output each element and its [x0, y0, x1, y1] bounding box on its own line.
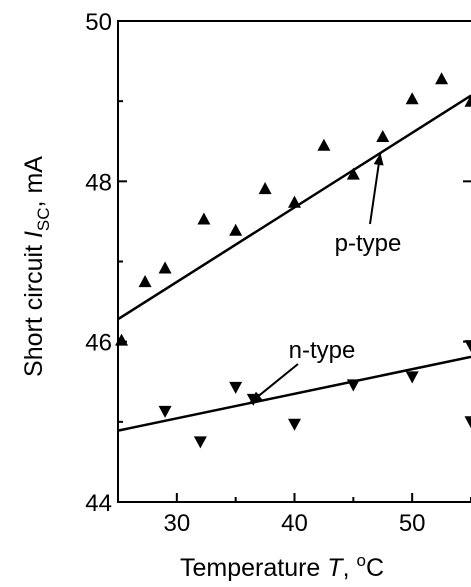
n-type-marker — [346, 379, 360, 392]
p-type-marker — [288, 195, 301, 208]
y-tick-label: 50 — [85, 9, 112, 36]
p-type-marker — [346, 167, 360, 180]
x-axis-label-main: Temperature — [180, 554, 327, 582]
x-tick-label: 30 — [163, 510, 190, 537]
p-type-marker — [376, 129, 390, 142]
n-type-arrowhead — [249, 391, 263, 404]
y-axis-label-main: Short circuit — [20, 238, 48, 377]
n-type-marker — [405, 371, 419, 384]
n-type-marker — [288, 418, 301, 431]
p-type-marker — [158, 261, 172, 274]
y-axis-label-subscript: SC — [34, 207, 53, 231]
x-axis-label: Temperature T, oC — [180, 551, 384, 582]
y-axis-label: Short circuit ISC, mA — [20, 156, 53, 377]
p-type-marker — [115, 333, 129, 346]
y-axis-label-unit: , mA — [20, 156, 48, 208]
x-tick-label: 50 — [399, 510, 426, 537]
axis-ticks — [118, 20, 471, 503]
x-axis-label-separator: , — [343, 554, 357, 582]
p-type-marker — [464, 94, 471, 107]
n-type-marker — [464, 340, 471, 353]
y-tick-label: 46 — [85, 330, 112, 357]
y-tick-label: 48 — [85, 169, 112, 196]
fit-lines — [117, 94, 471, 432]
p-type-arrowhead — [373, 152, 384, 166]
data-markers — [115, 72, 471, 449]
n-type-marker — [229, 381, 243, 394]
p-type-marker — [197, 212, 211, 225]
x-tick-label: 40 — [281, 510, 308, 537]
x-axis-label-variable: T — [327, 554, 344, 582]
p-type-marker — [138, 275, 152, 288]
p-type-marker — [229, 223, 243, 236]
annotations: p-type n-type — [249, 152, 402, 404]
y-tick-label: 44 — [85, 490, 112, 517]
n-type-fit-line — [117, 355, 471, 432]
p-type-marker — [317, 138, 331, 151]
p-type-label: p-type — [335, 230, 402, 257]
p-type-marker — [435, 72, 449, 85]
n-type-marker — [464, 416, 471, 429]
p-type-marker — [258, 182, 272, 195]
x-axis-label-degree: o — [356, 551, 365, 570]
n-type-marker — [193, 436, 207, 449]
p-type-marker — [405, 92, 419, 105]
tick-labels: 44 46 48 50 30 40 50 — [85, 9, 425, 537]
n-type-marker — [158, 405, 172, 418]
y-axis-label-variable: I — [20, 231, 48, 238]
x-axis-label-unit: C — [366, 554, 384, 582]
n-type-label: n-type — [289, 337, 356, 364]
